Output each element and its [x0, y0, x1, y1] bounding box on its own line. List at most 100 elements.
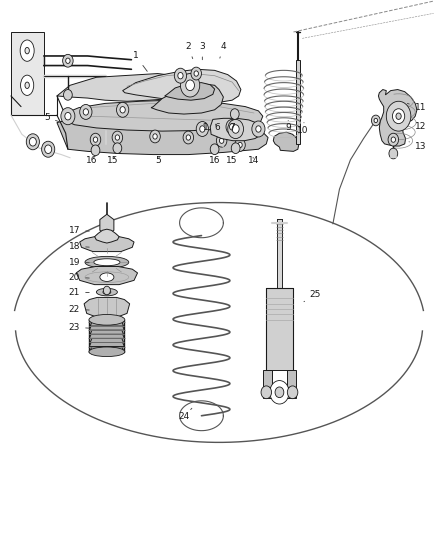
Circle shape — [252, 121, 265, 137]
Text: 2: 2 — [186, 43, 193, 59]
Polygon shape — [89, 318, 124, 322]
Polygon shape — [89, 334, 124, 338]
Circle shape — [115, 135, 120, 140]
Text: 24: 24 — [178, 408, 192, 421]
Ellipse shape — [21, 75, 34, 95]
Text: 22: 22 — [69, 305, 89, 313]
Circle shape — [186, 135, 191, 140]
Circle shape — [196, 122, 208, 136]
Circle shape — [200, 126, 205, 132]
Ellipse shape — [25, 82, 29, 88]
Circle shape — [174, 68, 187, 83]
Circle shape — [42, 141, 55, 157]
Circle shape — [261, 386, 272, 399]
Text: 17: 17 — [69, 226, 89, 235]
Circle shape — [103, 286, 110, 295]
Circle shape — [80, 104, 92, 119]
Polygon shape — [90, 322, 124, 326]
Circle shape — [388, 133, 399, 146]
Text: 15: 15 — [226, 157, 238, 165]
Text: 20: 20 — [69, 273, 89, 281]
Polygon shape — [273, 132, 299, 151]
Circle shape — [45, 145, 52, 154]
Polygon shape — [90, 338, 124, 343]
Circle shape — [194, 71, 198, 76]
Circle shape — [391, 137, 396, 142]
Circle shape — [232, 125, 239, 133]
Circle shape — [65, 112, 71, 120]
Circle shape — [117, 102, 129, 117]
Ellipse shape — [20, 40, 34, 61]
Ellipse shape — [96, 288, 117, 296]
Circle shape — [238, 142, 242, 148]
Polygon shape — [57, 117, 268, 155]
Circle shape — [66, 58, 70, 63]
Polygon shape — [151, 84, 223, 114]
Circle shape — [120, 107, 125, 113]
Circle shape — [64, 90, 72, 100]
Circle shape — [270, 381, 289, 404]
Circle shape — [113, 143, 122, 154]
Polygon shape — [57, 74, 193, 101]
Text: 10: 10 — [297, 123, 308, 134]
Text: 14: 14 — [247, 157, 259, 165]
Text: 5: 5 — [155, 157, 161, 165]
Ellipse shape — [89, 314, 125, 325]
Polygon shape — [89, 342, 124, 346]
Circle shape — [371, 115, 380, 126]
Polygon shape — [263, 387, 296, 398]
Circle shape — [180, 74, 200, 97]
Polygon shape — [80, 237, 134, 252]
Text: 3: 3 — [199, 43, 205, 60]
Circle shape — [226, 119, 238, 134]
Polygon shape — [100, 214, 114, 236]
Circle shape — [183, 131, 194, 144]
Circle shape — [219, 138, 224, 143]
Polygon shape — [11, 32, 44, 115]
Text: 4: 4 — [220, 43, 226, 58]
Text: 23: 23 — [69, 323, 89, 332]
Polygon shape — [95, 229, 119, 243]
Text: 25: 25 — [304, 290, 321, 302]
Polygon shape — [90, 346, 124, 351]
Text: 12: 12 — [409, 123, 426, 131]
Circle shape — [230, 109, 239, 119]
Text: 15: 15 — [107, 157, 119, 165]
Circle shape — [216, 134, 227, 147]
Text: 13: 13 — [409, 142, 426, 150]
Circle shape — [153, 134, 157, 139]
Polygon shape — [287, 370, 296, 387]
Text: 16: 16 — [86, 157, 98, 165]
Circle shape — [389, 148, 398, 159]
Circle shape — [235, 139, 245, 151]
Circle shape — [374, 118, 378, 123]
Polygon shape — [90, 330, 124, 334]
Polygon shape — [64, 100, 263, 131]
Text: 18: 18 — [69, 242, 89, 251]
Circle shape — [83, 109, 88, 115]
Circle shape — [210, 144, 219, 155]
Ellipse shape — [85, 256, 129, 268]
Polygon shape — [266, 288, 293, 370]
Circle shape — [150, 130, 160, 143]
Text: 11: 11 — [407, 103, 426, 112]
Circle shape — [392, 109, 405, 124]
Circle shape — [61, 108, 75, 125]
Ellipse shape — [94, 259, 120, 265]
Circle shape — [256, 126, 261, 132]
Polygon shape — [263, 370, 272, 387]
Text: 9: 9 — [285, 120, 291, 132]
Circle shape — [287, 386, 298, 399]
Ellipse shape — [25, 47, 29, 54]
Circle shape — [228, 119, 244, 139]
Ellipse shape — [100, 273, 114, 281]
Polygon shape — [277, 219, 282, 288]
Circle shape — [275, 387, 284, 398]
Circle shape — [231, 143, 240, 154]
Circle shape — [191, 67, 201, 80]
Polygon shape — [296, 60, 300, 144]
Text: 7: 7 — [229, 120, 235, 132]
Circle shape — [112, 131, 123, 144]
Text: 21: 21 — [69, 288, 89, 296]
Polygon shape — [89, 320, 124, 352]
